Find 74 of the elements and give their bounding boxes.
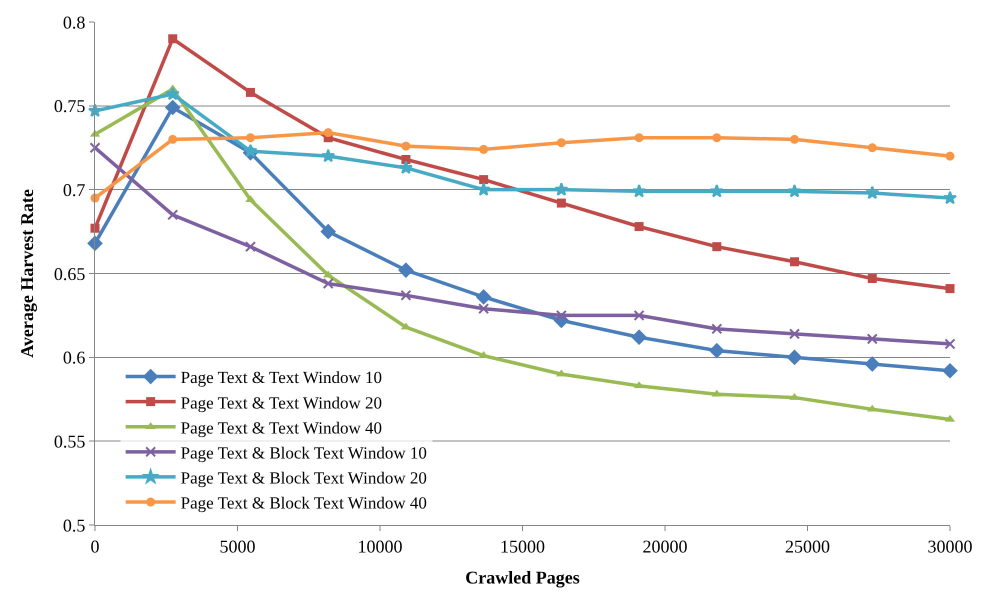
point	[634, 133, 644, 142]
point	[789, 328, 800, 340]
point	[479, 144, 488, 154]
point	[554, 182, 568, 196]
y-tick-label: 0.6	[62, 348, 86, 368]
legend-label: Page Text & Text Window 10	[180, 368, 382, 388]
y-tick-label: 0.75	[54, 96, 86, 116]
point	[476, 289, 492, 305]
point	[246, 133, 255, 142]
point	[712, 133, 722, 142]
legend-label: Page Text & Block Text Window 40	[180, 494, 427, 513]
point	[786, 350, 802, 366]
x-tick-label: 15000	[500, 536, 545, 557]
point	[400, 290, 412, 301]
y-tick-label: 0.7	[62, 180, 86, 200]
point	[868, 274, 877, 284]
point	[712, 242, 722, 252]
x-axis-title: Crawled Pages	[465, 568, 580, 588]
point	[709, 342, 725, 358]
y-tick-label: 0.5	[62, 515, 86, 536]
y-tick-label: 0.8	[62, 12, 86, 32]
point	[398, 262, 414, 278]
point	[946, 284, 954, 294]
point	[478, 303, 490, 314]
point	[946, 152, 954, 161]
point	[243, 144, 258, 158]
point	[710, 184, 724, 198]
point	[634, 310, 645, 321]
point	[246, 88, 255, 97]
legend-label: Page Text & Text Window 40	[180, 418, 382, 438]
point	[168, 34, 178, 44]
point	[790, 134, 800, 144]
point	[634, 222, 644, 232]
point	[166, 86, 180, 100]
y-tick-label: 0.65	[54, 264, 86, 284]
point	[244, 241, 256, 252]
x-tick-label: 5000	[220, 536, 256, 557]
y-axis-title: Average Harvest Rate	[17, 189, 38, 358]
point	[164, 100, 181, 116]
point	[167, 209, 178, 220]
point	[322, 278, 334, 290]
point	[324, 128, 333, 138]
point	[711, 323, 722, 334]
point	[401, 154, 410, 164]
point	[790, 257, 800, 266]
legend-label: Page Text & Block Text Window 10	[180, 443, 427, 462]
point	[631, 329, 647, 346]
point	[556, 198, 566, 208]
x-tick-label: 30000	[928, 536, 972, 557]
y-tick-label: 0.55	[54, 431, 86, 452]
point	[788, 184, 802, 198]
point	[556, 138, 566, 148]
point	[866, 333, 878, 344]
point	[942, 362, 958, 379]
point	[943, 190, 957, 204]
legend-label: Page Text & Text Window 20	[180, 393, 382, 412]
point	[321, 148, 336, 162]
x-tick-label: 0	[90, 536, 100, 557]
point	[868, 143, 877, 152]
legend-label: Page Text & Block Text Window 20	[180, 468, 427, 488]
point	[90, 142, 100, 154]
point	[632, 184, 646, 198]
point	[398, 160, 413, 174]
point	[944, 338, 956, 350]
point	[320, 224, 336, 240]
point	[479, 175, 488, 184]
point	[168, 134, 178, 144]
point	[401, 142, 410, 151]
x-tick-label: 20000	[642, 536, 688, 557]
x-tick-label: 25000	[785, 536, 830, 557]
point	[864, 356, 880, 372]
point	[865, 186, 880, 200]
x-tick-label: 10000	[358, 536, 402, 557]
point	[88, 104, 102, 117]
